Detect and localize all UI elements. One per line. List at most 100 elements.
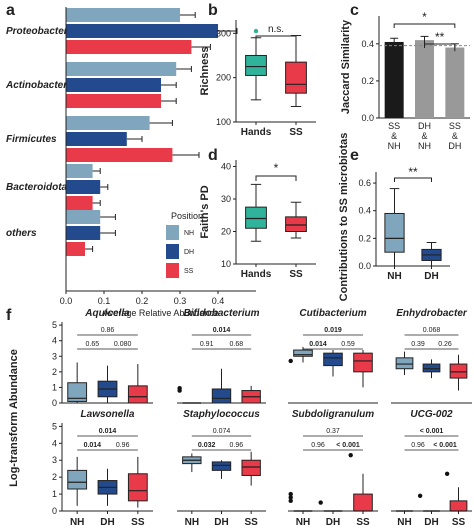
p-value-top: 0.019 [324,327,342,334]
bar-ss [66,40,192,54]
x-tick-label: DH [214,517,228,528]
box-nh [288,346,313,364]
bar-dh [66,226,101,240]
facet-subdoligranulum: Subdoligranulum NH DH SS 0.370.96 < 0.001 [288,409,378,528]
bar-group-proteobacteria: Proteobacteria [6,8,238,54]
bar-nh [66,116,150,130]
outlier-point [288,358,293,364]
panel-e: 0.0 0.2 0.4 0.6 NH DH Contributions to SS micr… [338,133,450,301]
p-value-left: 0.39 [411,341,425,348]
box-body [67,469,88,490]
p-value-left: 0.014 [309,341,327,348]
panel-label-f: f [6,307,12,324]
x-tick-label: SS [289,269,303,280]
x-tick-label: 0.4 [212,296,225,306]
facet-bifidobacterium: Bifidobacterium 0.014 0.91 0.68 [177,308,266,404]
p-value-right: 0.26 [438,341,452,348]
box-ss [444,471,468,512]
box-body [293,349,313,357]
box-body [353,493,373,512]
outlier-point [288,495,293,500]
significance-label: ** [435,30,445,44]
p-value-top: < 0.001 [420,428,444,435]
bar-nh [66,210,101,224]
box-dh [97,365,118,403]
x-tick-label-line: NH [388,141,401,151]
panel-a: Proteobacteria Actinobacteriota Firmicutes… [5,7,256,318]
bar-ss [66,94,161,108]
outlier-point [318,500,323,505]
x-tick-label: 0.3 [174,296,187,306]
p-value-right: 0.080 [114,341,132,348]
x-tick-label: 0.2 [136,296,149,306]
x-tick-label: DH [326,517,340,528]
p-value-right: 0.96 [230,442,244,449]
y-tick-label: 0.4 [358,206,371,216]
facet-title: Subdoligranulum [292,409,374,420]
y-tick-label: 0.0 [361,113,374,123]
box-body [127,385,148,404]
box-nh [182,453,202,473]
panel-b: 100 200 300 Hands SS Richness n.s. [199,20,316,138]
outlier-point [444,471,450,476]
box-body [449,363,468,379]
y-tick-label: 4 [52,438,57,448]
x-tick-label: SS&DH [448,121,461,151]
x-tick-label-line: & [421,131,427,141]
panel-c: 10 20 30 40 Hands SS Faith's PD * [199,160,316,280]
box-ss [353,350,373,388]
x-tick-label: Hands [241,269,272,280]
box-body [422,363,441,373]
significance-bracket [255,175,297,181]
box-body [285,216,307,232]
p-value-top: 0.014 [99,428,117,435]
p-value-left: 0.65 [86,341,100,348]
x-tick-label: SS [244,517,258,528]
legend-swatch-nh [166,225,179,240]
x-tick-label: DH [424,517,438,528]
outlier-point [417,493,423,498]
y-tick-label: 0 [52,398,57,408]
y-tick-label: 0.6 [358,178,371,188]
box-dh [97,468,118,506]
box-body [323,352,343,367]
y-axis-label: Jaccard Similarity [340,19,352,114]
x-tick-label: NH [397,517,411,528]
p-value-left: 0.96 [311,442,325,449]
facet-title: Lawsonella [81,409,135,420]
box-dh [421,242,442,267]
x-tick-label-line: & [391,131,397,141]
facet-title: UCG-002 [410,409,453,420]
y-tick-label: 3 [52,455,57,465]
category-label: Firmicutes [6,134,57,145]
bar [445,47,465,119]
bar-ss [66,242,85,256]
box-body [285,61,307,94]
panel-f: Log-transform Abundance 0 1 2 3 4 5 Aquicella 0.… [8,308,472,528]
y-tick-label: 0.2 [361,76,374,86]
x-tick-label: SS [289,127,303,138]
p-value-left: 0.91 [200,341,214,348]
bar-2 [415,35,434,118]
bar [384,41,404,118]
outlier-point [288,498,293,504]
bar-dh [66,132,127,146]
significance-bracket [255,35,297,41]
y-tick-label: 5 [52,421,57,431]
box-nh [288,491,313,512]
legend-swatch-ss [166,263,179,278]
p-value-top: 0.014 [213,327,231,334]
significance-label: ** [408,165,418,179]
box-ss [348,452,373,512]
y-tick-label: 0.2 [358,233,371,243]
y-axis-label: Faith's PD [199,185,211,238]
x-tick-label: NH [185,517,199,528]
x-tick-label: SS [356,517,370,528]
bar-dh [66,78,161,92]
box-body [241,459,261,476]
box-dh [323,350,343,377]
bar [415,40,434,118]
p-value-right: 0.68 [230,341,244,348]
panel-label-e: e [350,147,359,164]
